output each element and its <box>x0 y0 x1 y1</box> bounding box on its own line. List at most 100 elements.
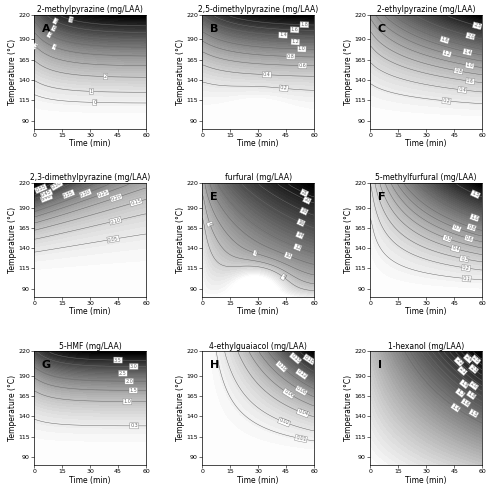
Text: 2.0: 2.0 <box>469 382 478 390</box>
X-axis label: Time (min): Time (min) <box>405 476 447 484</box>
Title: 2,5-dimethylpyrazine (mg/LAA): 2,5-dimethylpyrazine (mg/LAA) <box>198 5 318 14</box>
Text: 0.55: 0.55 <box>35 184 47 193</box>
Text: 1.0: 1.0 <box>466 62 474 68</box>
Text: 1.0: 1.0 <box>124 399 131 404</box>
Text: G: G <box>42 360 51 370</box>
Text: 2: 2 <box>104 74 107 79</box>
Text: 1.6: 1.6 <box>291 27 299 32</box>
Text: 2.5: 2.5 <box>119 371 127 376</box>
Text: 2.1: 2.1 <box>458 366 467 375</box>
Text: 0: 0 <box>93 100 96 105</box>
Y-axis label: Temperature (°C): Temperature (°C) <box>176 375 185 441</box>
Text: 2.4: 2.4 <box>464 354 473 363</box>
Text: D: D <box>42 192 51 202</box>
Text: 1.2: 1.2 <box>443 50 451 57</box>
Text: 0.4: 0.4 <box>263 72 271 78</box>
Text: 8: 8 <box>253 250 258 256</box>
Title: 2-methylpyrazine (mg/LAA): 2-methylpyrazine (mg/LAA) <box>37 5 143 14</box>
Title: 1-hexanol (mg/LAA): 1-hexanol (mg/LAA) <box>388 342 464 350</box>
Text: H: H <box>210 360 219 370</box>
Text: 1.7: 1.7 <box>456 388 465 397</box>
Text: 1.6: 1.6 <box>440 36 449 44</box>
Text: 1.5: 1.5 <box>469 409 478 418</box>
Title: 2-ethylpyrazine (mg/LAA): 2-ethylpyrazine (mg/LAA) <box>377 5 475 14</box>
Text: 1.2: 1.2 <box>291 40 300 44</box>
X-axis label: Time (min): Time (min) <box>405 308 447 316</box>
Text: 0.8: 0.8 <box>287 54 295 59</box>
Text: 1.6: 1.6 <box>461 398 470 407</box>
Text: 8: 8 <box>69 16 73 22</box>
Text: 0.3: 0.3 <box>130 424 138 428</box>
Text: 20: 20 <box>303 196 311 204</box>
Text: 0.4: 0.4 <box>451 246 460 252</box>
Text: F: F <box>378 192 386 202</box>
Text: 0.15: 0.15 <box>290 353 301 364</box>
Text: 0.35: 0.35 <box>63 190 75 198</box>
Text: 0.4: 0.4 <box>458 87 467 93</box>
Y-axis label: Temperature (°C): Temperature (°C) <box>8 375 17 441</box>
Text: 0.2: 0.2 <box>462 265 470 271</box>
Text: 1.0: 1.0 <box>470 214 479 222</box>
Text: 1.4: 1.4 <box>279 32 287 38</box>
Text: 0.25: 0.25 <box>97 190 109 198</box>
Text: 0.6: 0.6 <box>466 78 474 84</box>
Text: 0.50: 0.50 <box>51 180 63 190</box>
Text: 2.5: 2.5 <box>471 356 481 364</box>
Text: 3: 3 <box>33 43 38 49</box>
Text: 1.4: 1.4 <box>463 49 472 56</box>
Text: 1.8: 1.8 <box>300 22 308 28</box>
Text: 0.01: 0.01 <box>295 435 307 442</box>
X-axis label: Time (min): Time (min) <box>237 476 279 484</box>
Y-axis label: Temperature (°C): Temperature (°C) <box>176 39 185 105</box>
Y-axis label: Temperature (°C): Temperature (°C) <box>8 39 17 105</box>
Text: 0.10: 0.10 <box>276 361 287 372</box>
Text: 0.02: 0.02 <box>278 418 290 426</box>
X-axis label: Time (min): Time (min) <box>237 139 279 148</box>
Text: 0.15: 0.15 <box>130 198 142 206</box>
Text: 0.30: 0.30 <box>79 189 92 198</box>
X-axis label: Time (min): Time (min) <box>69 476 111 484</box>
Text: 0.6: 0.6 <box>299 63 306 68</box>
Text: 1.5: 1.5 <box>130 388 137 393</box>
Text: 14: 14 <box>296 232 304 238</box>
Title: 5-HMF (mg/LAA): 5-HMF (mg/LAA) <box>59 342 121 350</box>
Text: 0.06: 0.06 <box>282 388 295 398</box>
Text: 1.0: 1.0 <box>298 46 306 52</box>
Text: 1.8: 1.8 <box>467 391 476 400</box>
Text: 0.08: 0.08 <box>296 386 307 396</box>
Text: 1: 1 <box>90 89 93 94</box>
Text: 1.5: 1.5 <box>471 190 480 198</box>
Text: 3.5: 3.5 <box>114 358 122 362</box>
Text: I: I <box>378 360 382 370</box>
Text: 0.45: 0.45 <box>40 190 53 198</box>
Text: 2.5: 2.5 <box>473 22 482 29</box>
Text: 0.5: 0.5 <box>443 235 452 242</box>
X-axis label: Time (min): Time (min) <box>405 139 447 148</box>
Text: 0.6: 0.6 <box>465 235 473 242</box>
Text: 4: 4 <box>52 44 57 50</box>
Title: 4-ethylguaiacol (mg/LAA): 4-ethylguaiacol (mg/LAA) <box>209 342 307 350</box>
Text: 1.9: 1.9 <box>460 380 469 388</box>
Y-axis label: Temperature (°C): Temperature (°C) <box>344 39 353 105</box>
Y-axis label: Temperature (°C): Temperature (°C) <box>344 207 353 273</box>
Text: 1.4: 1.4 <box>451 404 460 412</box>
Text: 3.0: 3.0 <box>130 364 138 369</box>
Text: 21: 21 <box>300 190 308 196</box>
Text: 0.8: 0.8 <box>454 68 463 74</box>
Text: 0.3: 0.3 <box>460 256 468 262</box>
Text: 0.05: 0.05 <box>107 236 119 242</box>
Text: 2.0: 2.0 <box>125 378 133 384</box>
Text: B: B <box>210 24 218 34</box>
Text: 2.2: 2.2 <box>454 357 464 366</box>
Text: 5: 5 <box>47 32 52 38</box>
Title: 5-methylfurfural (mg/LAA): 5-methylfurfural (mg/LAA) <box>375 174 477 182</box>
Text: 16: 16 <box>297 219 305 226</box>
X-axis label: Time (min): Time (min) <box>237 308 279 316</box>
Y-axis label: Temperature (°C): Temperature (°C) <box>344 375 353 441</box>
Text: 0.20: 0.20 <box>110 194 122 202</box>
Title: 2,3-dimethylpyrazine (mg/LAA): 2,3-dimethylpyrazine (mg/LAA) <box>30 174 150 182</box>
Text: 12: 12 <box>294 244 301 250</box>
Text: 0.18: 0.18 <box>303 354 315 364</box>
Text: 0.04: 0.04 <box>297 408 309 417</box>
Text: 0.40: 0.40 <box>40 194 53 202</box>
